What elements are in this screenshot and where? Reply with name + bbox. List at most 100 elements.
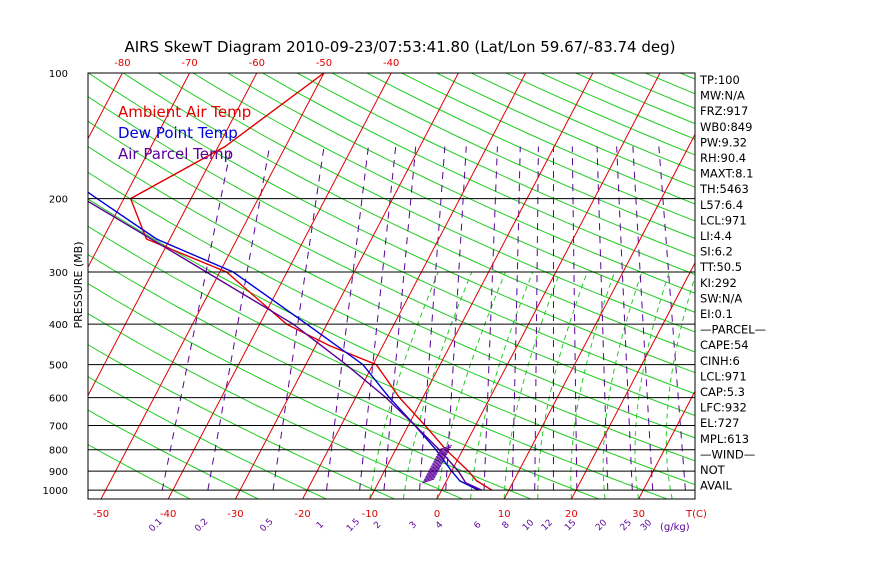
dry-adiabat-line [645, 73, 870, 499]
pressure-tick-label: 900 [49, 467, 68, 478]
y-axis-label: PRESSURE (MB) [72, 242, 85, 329]
bottom-temperature-tick-label: 10 [498, 509, 511, 520]
stat-item: AVAIL [700, 479, 733, 493]
dry-adiabat-line [402, 73, 870, 499]
stat-item: WB0:849 [700, 120, 752, 134]
stat-item: RH:90.4 [700, 151, 746, 165]
isotherm-line [504, 73, 727, 499]
mixing-ratio-tick-label: 25 [619, 518, 634, 533]
stat-item: —PARCEL— [700, 323, 766, 337]
isotherm-line [370, 73, 593, 499]
isotherm-line [0, 73, 55, 499]
pressure-tick-label: 500 [49, 361, 68, 372]
dry-adiabat-line [158, 73, 870, 499]
pressure-tick-label: 600 [49, 394, 68, 405]
bottom-temperature-tick-label: 30 [632, 509, 645, 520]
legend-entry: Air Parcel Temp [118, 145, 233, 163]
top-temperature-tick-label: -60 [249, 58, 265, 69]
stat-item: TH:5463 [699, 182, 749, 196]
stat-item: —WIND— [700, 447, 755, 461]
bottom-temperature-tick-label: -50 [93, 509, 109, 520]
pressure-tick-label: 1000 [43, 486, 68, 497]
pressure-tick-label: 400 [49, 320, 68, 331]
mixing-ratio-tick-label: 15 [563, 518, 578, 533]
stat-item: LCL:971 [700, 213, 747, 227]
dry-adiabat-line [263, 73, 870, 499]
mixing-ratio-line [617, 146, 633, 490]
stat-item: MPL:613 [700, 432, 749, 446]
mixing-ratio-tick-label: 1.5 [345, 517, 362, 534]
stat-item: LFC:932 [700, 401, 747, 415]
stat-item: NOT [700, 463, 726, 477]
stat-item: SI:6.2 [700, 245, 733, 259]
stat-item: LCL:971 [700, 369, 747, 383]
mixing-ratio-tick-label: 12 [540, 518, 555, 533]
mixing-ratio-line [360, 146, 396, 490]
mixing-ratio-tick-label: 4 [434, 520, 445, 531]
mixing-ratio-tick-label: 0.5 [258, 517, 275, 534]
mixing-ratio-tick-label: 2 [372, 520, 383, 531]
pressure-tick-label: 300 [49, 268, 68, 279]
pressure-tick-label: 700 [49, 422, 68, 433]
isotherm-line [571, 73, 794, 499]
stat-item: TP:100 [699, 73, 740, 87]
pressure-tick-label: 800 [49, 446, 68, 457]
bottom-temperature-tick-label: -30 [227, 509, 243, 520]
moist-adiabat-line [538, 272, 588, 499]
bottom-temperature-tick-label: -40 [160, 509, 176, 520]
temperature-unit-label: T(C) [685, 509, 707, 520]
stat-item: MAXT:8.1 [700, 167, 753, 181]
mixing-ratio-tick-label: 3 [408, 520, 419, 531]
mixing-ratio-tick-label: 1 [315, 520, 326, 531]
isotherm-line [773, 73, 870, 499]
isotherm-line [0, 73, 122, 499]
stat-item: CAPE:54 [700, 338, 749, 352]
bottom-temperature-tick-label: 0 [434, 509, 440, 520]
moist-adiabat-line [603, 272, 642, 499]
mixing-ratio-line [659, 146, 686, 490]
stat-item: KI:292 [700, 276, 737, 290]
mixing-ratio-line [420, 146, 445, 490]
stat-item: FRZ:917 [700, 104, 748, 118]
stat-item: SW:N/A [700, 291, 742, 305]
mixing-ratio-tick-label: 20 [594, 518, 609, 533]
legend-entry: Dew Point Temp [118, 124, 238, 142]
legend-entry: Ambient Air Temp [118, 103, 251, 121]
top-temperature-tick-label: -80 [114, 58, 130, 69]
stat-item: EI:0.1 [700, 307, 733, 321]
mixing-ratio-tick-label: 30 [639, 518, 654, 533]
moist-adiabat-line [635, 272, 669, 499]
stat-item: MW:N/A [700, 89, 745, 103]
isotherm-line [639, 73, 862, 499]
stat-item: TT:50.5 [699, 260, 742, 274]
dry-adiabat-line [367, 73, 870, 499]
stat-item: CINH:6 [700, 354, 740, 368]
mixing-ratio-tick-label: 0.2 [193, 517, 210, 534]
mixing-ratio-line [208, 146, 270, 490]
dry-adiabat-line [0, 73, 599, 499]
stat-item: L57:6.4 [700, 198, 743, 212]
isotherm-line [840, 73, 870, 499]
mixing-ratio-tick-label: 10 [521, 518, 536, 533]
mixing-ratio-tick-label: 6 [472, 520, 483, 531]
stat-item: CAP:5.3 [700, 385, 745, 399]
pressure-tick-label: 200 [49, 195, 68, 206]
pressure-tick-label: 100 [49, 69, 68, 80]
chart-title: AIRS SkewT Diagram 2010-09-23/07:53:41.8… [124, 38, 675, 56]
stat-item: LI:4.4 [700, 229, 732, 243]
mixing-ratio-unit-label: (g/kg) [660, 522, 690, 533]
top-temperature-tick-label: -50 [316, 58, 332, 69]
top-temperature-tick-label: -40 [383, 58, 399, 69]
stat-item: PW:9.32 [700, 135, 747, 149]
dry-adiabat-line [332, 73, 870, 499]
mixing-ratio-line [162, 146, 231, 490]
stat-item: EL:727 [700, 416, 740, 430]
bottom-temperature-tick-label: -20 [294, 509, 310, 520]
mixing-ratio-line [327, 146, 369, 490]
mixing-ratio-tick-label: 8 [501, 520, 512, 531]
mixing-ratio-line [484, 146, 497, 490]
bottom-temperature-tick-label: -10 [362, 509, 378, 520]
mixing-ratio-line [512, 146, 520, 490]
